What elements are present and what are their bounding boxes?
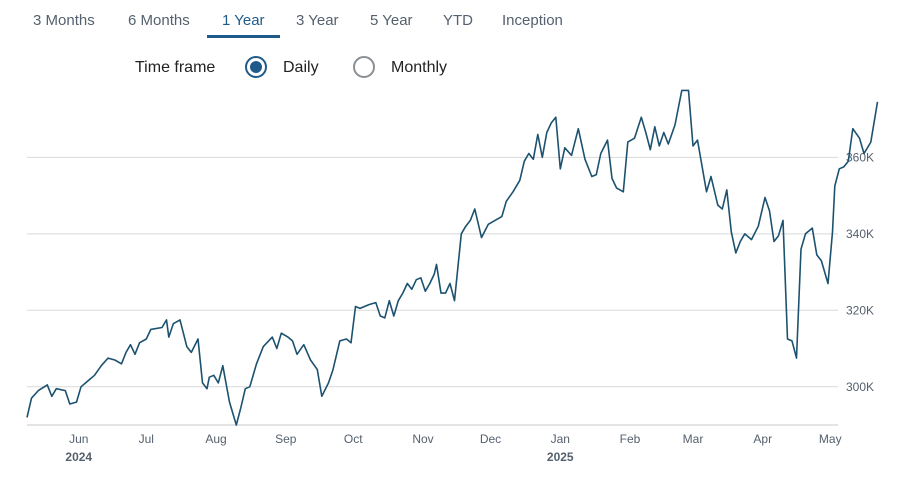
series-group — [26, 89, 879, 426]
active-tab-underline — [207, 35, 280, 38]
x-tick-label: Nov — [412, 432, 433, 446]
x-year-label: 2025 — [547, 450, 574, 464]
x-year-label: 2024 — [65, 450, 92, 464]
x-tick-label: May — [819, 432, 842, 446]
x-tick-label: Dec — [480, 432, 501, 446]
tab-3-year[interactable]: 3 Year — [296, 12, 339, 29]
grid-lines — [27, 156, 838, 388]
x-tick-label: Jun — [69, 432, 88, 446]
monthly-radio-label[interactable]: Monthly — [391, 59, 448, 76]
x-tick-label: Sep — [275, 432, 297, 446]
y-axis-labels: 300K 320K 340K 360K — [846, 150, 874, 393]
daily-radio[interactable] — [245, 56, 267, 78]
tab-5-year[interactable]: 5 Year — [370, 12, 413, 29]
x-tick-label: Jul — [139, 432, 154, 446]
tab-ytd[interactable]: YTD — [443, 12, 473, 29]
x-tick-label: Feb — [620, 432, 641, 446]
y-tick-label: 360K — [846, 150, 874, 164]
tab-3-months[interactable]: 3 Months — [33, 12, 95, 29]
timeframe-label: Time frame — [135, 59, 216, 76]
tab-1-year[interactable]: 1 Year — [222, 12, 265, 29]
x-tick-label: Jan — [551, 432, 570, 446]
daily-radio-label[interactable]: Daily — [283, 59, 319, 76]
tab-inception[interactable]: Inception — [502, 12, 563, 29]
x-tick-label: Apr — [753, 432, 772, 446]
timeframe-selector: Time frame Daily Monthly — [0, 56, 905, 86]
x-axis-labels: Jun 2024 Jul Aug Sep Oct Nov Dec Jan 2025 Feb Mar Ap… — [65, 432, 841, 464]
x-tick-label: Oct — [344, 432, 363, 446]
series-line — [26, 89, 879, 426]
x-tick-label: Aug — [205, 432, 226, 446]
monthly-radio[interactable] — [353, 56, 375, 78]
y-tick-label: 340K — [846, 227, 874, 241]
y-tick-label: 320K — [846, 303, 874, 317]
tab-6-months[interactable]: 6 Months — [128, 12, 190, 29]
period-tabs: 3 Months 6 Months 1 Year 3 Year 5 Year Y… — [0, 0, 905, 40]
radio-selected-dot — [250, 61, 262, 73]
x-tick-label: Mar — [683, 432, 704, 446]
y-tick-label: 300K — [846, 380, 874, 394]
